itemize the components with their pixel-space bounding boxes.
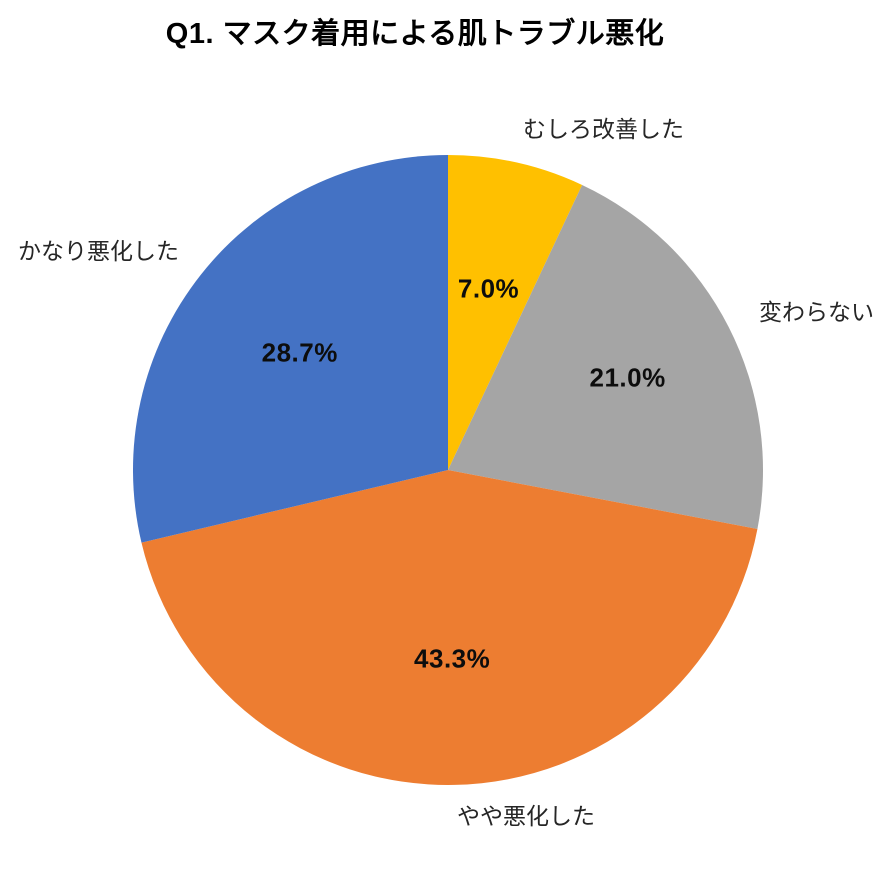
slice-label-no-change: 変わらない [759, 299, 874, 325]
pie-slice-2 [141, 470, 758, 786]
pie-value-label-3: 28.7% [261, 337, 338, 368]
pie-slice-1 [448, 184, 764, 530]
pie-value-label-1: 21.0% [589, 362, 666, 393]
slice-label-considerably-worsened: かなり悪化した [18, 238, 179, 264]
slice-label-somewhat-worsened: やや悪化した [457, 803, 595, 829]
chart-title: Q1. マスク着用による肌トラブル悪化 [165, 18, 665, 50]
slice-label-improved: むしろ改善した [523, 116, 684, 142]
pie-slice-3 [132, 155, 448, 543]
pie-value-label-2: 43.3% [414, 643, 491, 674]
pie-slice-0 [448, 155, 583, 470]
pie-value-label-0: 7.0% [457, 273, 520, 304]
